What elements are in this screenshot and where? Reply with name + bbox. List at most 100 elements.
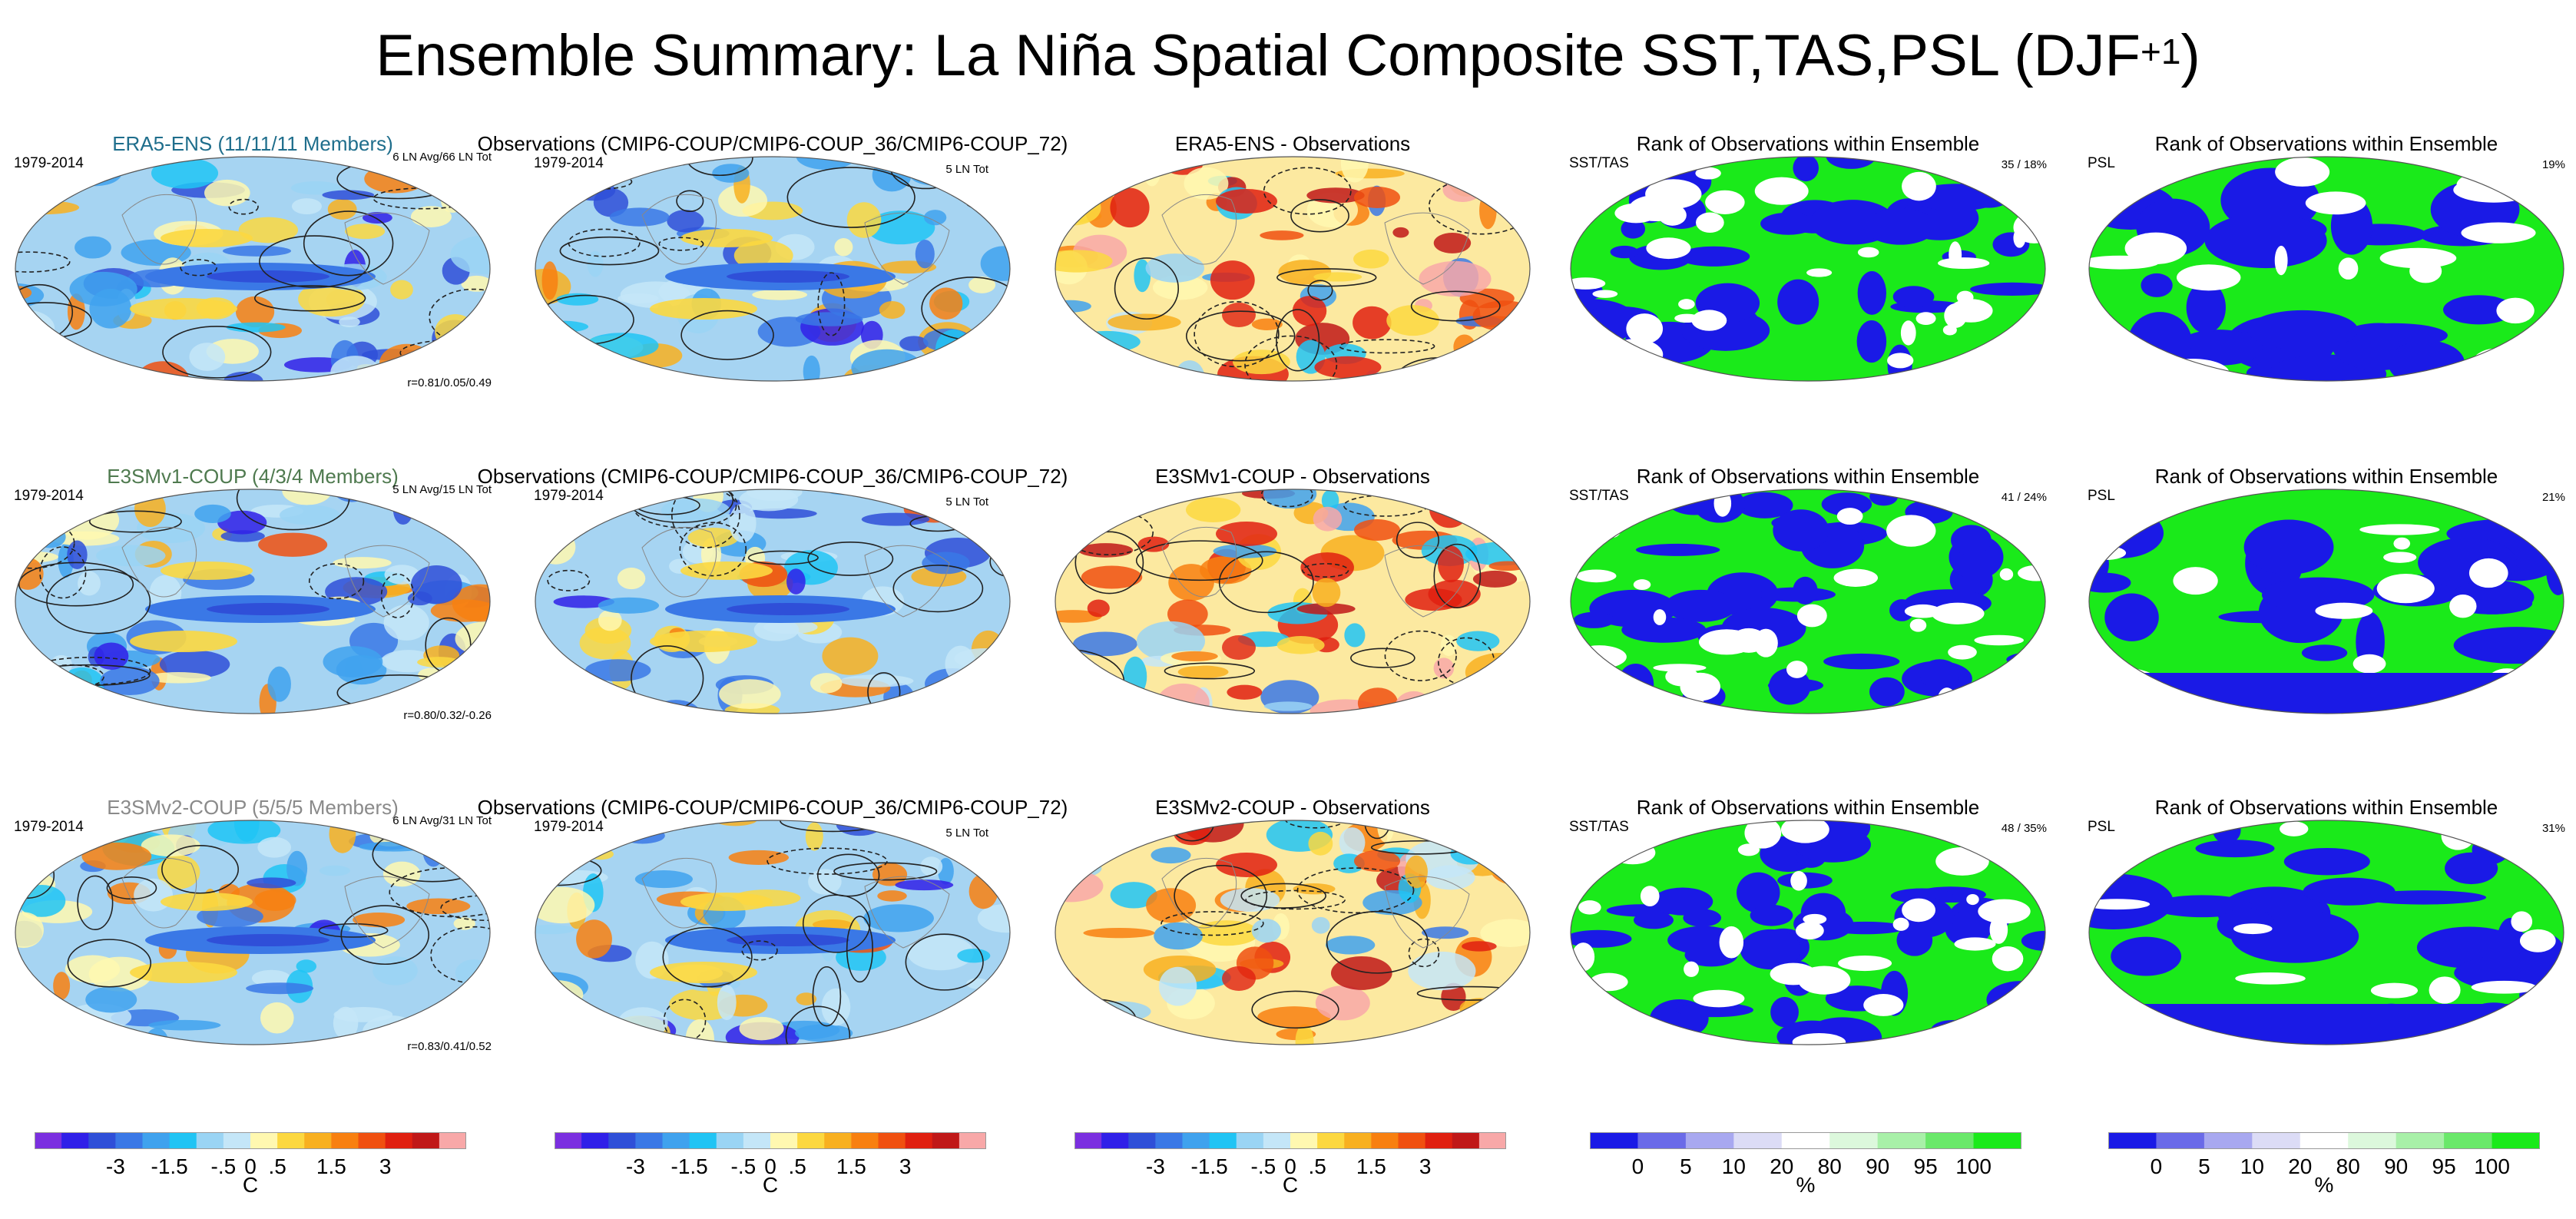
rank-mid-region <box>2103 159 2176 167</box>
rank-mid-region <box>1684 961 1700 977</box>
rank-low-region <box>1869 677 1905 707</box>
psl-contour <box>662 926 753 988</box>
coastline <box>864 212 950 285</box>
colorbar-tick-label: .5 <box>788 1154 806 1178</box>
rank-low-region <box>2204 213 2327 269</box>
rank-low-region <box>1823 653 1900 670</box>
colorbar-frame <box>1074 1132 1506 1149</box>
anomaly-blob <box>899 336 929 352</box>
rank-mid-region <box>1836 508 1863 525</box>
anomaly-blob <box>333 1006 359 1040</box>
anomaly-blob <box>15 348 28 381</box>
rank-low-region <box>1864 208 1936 245</box>
rank-variable-label: SST/TAS <box>1569 819 1629 835</box>
coastline <box>1384 545 1470 618</box>
cold-tongue-core <box>727 934 849 946</box>
anomaly-blob <box>719 679 781 710</box>
colorbar-bin <box>905 1132 933 1149</box>
rank-low-region <box>2186 281 2226 333</box>
psl-contour <box>680 310 774 360</box>
model-panel-title: ERA5-ENS (11/11/11 Members) <box>112 132 393 155</box>
rank-mid-region <box>2468 558 2508 588</box>
rank-low-region <box>1997 827 2021 855</box>
anomaly-blob <box>20 180 43 192</box>
psl-contour <box>39 546 87 599</box>
anomaly-blob <box>1210 260 1255 300</box>
rank-mid-region <box>1653 609 1667 625</box>
anomaly-blob <box>821 988 851 1026</box>
rank-mid-region <box>1909 618 1927 632</box>
rank-mid-region <box>1956 290 1974 304</box>
colorbar-tick-label: -1.5 <box>670 1154 708 1178</box>
anomaly-blob <box>812 919 853 930</box>
psl-contour <box>340 905 430 966</box>
anomaly-blob <box>1489 346 1530 375</box>
psl-contour <box>905 933 984 991</box>
psl-variable-label: PSL <box>2088 819 2115 835</box>
colorbar-bin <box>439 1132 466 1149</box>
anomaly-blob <box>888 366 914 378</box>
colorbar-bin <box>250 1132 278 1149</box>
anomaly-blob <box>1480 919 1530 948</box>
colorbar-bin <box>1344 1132 1372 1149</box>
anomaly-blob <box>450 235 490 275</box>
anomaly-blob <box>411 565 462 605</box>
rank-mid-region <box>1900 320 1916 346</box>
rank-mid-region <box>1996 674 2044 700</box>
colorbar-tick-label: -.5 <box>210 1154 237 1178</box>
colorbar-bin <box>555 1132 582 1149</box>
map-border <box>535 489 1011 714</box>
rank-mid-region <box>1978 899 2031 924</box>
anomaly-blob <box>74 236 111 259</box>
colorbar-tick-label: 80 <box>1817 1154 1842 1178</box>
model-note: 6 LN Avg/31 LN Tot <box>392 814 492 827</box>
psl-contour <box>1251 990 1339 1029</box>
rank-low-region <box>1737 872 1780 913</box>
psl-contour <box>1290 199 1349 233</box>
rank-low-region <box>1977 1028 2035 1045</box>
coastline <box>344 212 430 285</box>
colorbar-bin <box>662 1132 690 1149</box>
colorbar-tick-label: 20 <box>1770 1154 1794 1178</box>
anomaly-blob <box>81 842 152 870</box>
map-border <box>15 156 491 382</box>
colorbar-tick-label: 20 <box>2288 1154 2313 1178</box>
anomaly-blob <box>382 861 421 887</box>
colorbar-tick-label: 3 <box>379 1154 392 1178</box>
anomaly-blob <box>56 500 120 540</box>
rank-low-region <box>2301 644 2348 661</box>
anomaly-blob <box>808 869 842 895</box>
psl-contour <box>318 923 389 938</box>
colorbar-tick-label: -3 <box>1145 1154 1165 1178</box>
colorbar-bin <box>385 1132 413 1149</box>
anomaly-blob <box>1321 489 1339 512</box>
rank-mid-region <box>1780 820 1829 843</box>
rank-low-region <box>1972 344 2018 371</box>
psl-contour <box>679 522 747 577</box>
anomaly-blob <box>805 822 823 851</box>
coastline <box>121 857 197 929</box>
colorbar-bin <box>115 1132 143 1149</box>
anomaly-blob <box>1421 157 1460 163</box>
rank-psl-map <box>2088 820 2564 1045</box>
rank-low-region <box>1793 576 1818 605</box>
anomaly-blob <box>1055 820 1126 836</box>
rank-mid-region <box>1892 917 1909 931</box>
colorbar-frame <box>555 1132 986 1149</box>
rank-low-region <box>1960 489 2026 510</box>
anomaly-blob <box>1177 665 1229 679</box>
rank-mid-region <box>1833 568 1879 587</box>
psl-contour <box>452 363 482 381</box>
colorbar-bin <box>1155 1132 1183 1149</box>
anomaly-blob <box>915 239 935 269</box>
anomaly-blob <box>717 984 737 1021</box>
anomaly-blob <box>86 1038 127 1045</box>
anomaly-blob <box>1213 544 1277 558</box>
anomaly-blob <box>584 333 659 359</box>
rank-mid-region <box>1935 846 1989 876</box>
anomaly-blob <box>535 369 566 381</box>
anomaly-blob <box>974 691 1007 714</box>
anomaly-blob <box>572 180 616 201</box>
anomaly-blob <box>267 666 291 702</box>
model-panel-title: E3SMv1-COUP (4/3/4 Members) <box>107 465 399 488</box>
